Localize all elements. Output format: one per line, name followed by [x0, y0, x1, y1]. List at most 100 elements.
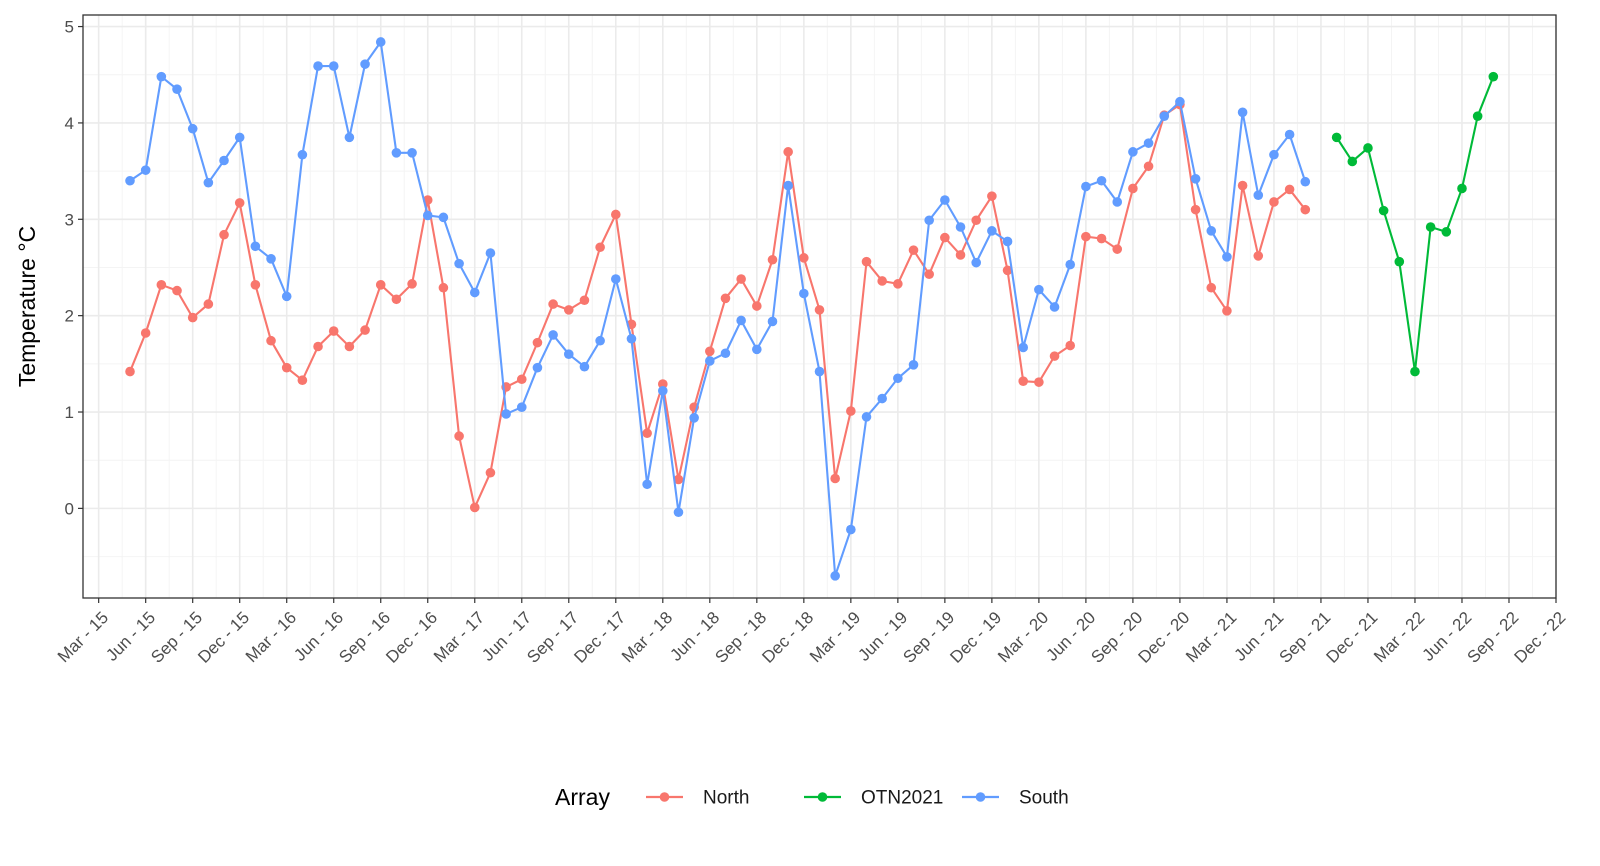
data-point	[783, 147, 793, 157]
series-line-north	[129, 103, 1307, 509]
data-point	[391, 148, 402, 158]
data-point	[877, 393, 887, 404]
series-line-south	[129, 40, 1307, 577]
data-point	[469, 287, 480, 298]
data-point	[987, 226, 997, 236]
data-point	[610, 274, 621, 284]
data-point	[955, 250, 966, 260]
data-point	[1253, 190, 1264, 200]
data-point	[548, 299, 558, 309]
data-point	[814, 366, 825, 377]
data-point	[1300, 176, 1311, 187]
data-point	[595, 335, 605, 346]
data-point	[1253, 251, 1264, 261]
series-layer	[125, 37, 1499, 581]
y-tick-label: 1	[65, 403, 74, 422]
data-point	[203, 299, 214, 309]
data-point	[1128, 147, 1138, 157]
y-tick-label: 4	[65, 114, 74, 133]
data-point	[1081, 181, 1091, 192]
data-point	[234, 198, 245, 208]
data-point	[266, 253, 276, 264]
y-tick-label: 3	[65, 210, 74, 229]
data-point	[1112, 244, 1123, 254]
data-point	[438, 282, 449, 293]
data-point	[1284, 184, 1295, 195]
data-point	[1112, 197, 1123, 207]
data-point	[344, 132, 355, 143]
data-point	[266, 335, 276, 346]
data-point	[563, 349, 574, 360]
legend: Array North OTN2021 South	[555, 784, 1069, 810]
data-point	[250, 280, 261, 290]
data-point	[940, 195, 950, 205]
data-point	[861, 412, 872, 422]
data-point	[548, 330, 558, 340]
data-point	[454, 431, 464, 441]
data-point	[563, 305, 574, 315]
data-point	[783, 180, 793, 191]
y-axis-title: Temperature °C	[14, 226, 40, 387]
data-point	[1363, 143, 1373, 153]
data-point	[407, 279, 417, 289]
data-point	[1018, 342, 1029, 353]
data-point	[407, 148, 417, 158]
data-point	[1457, 183, 1467, 194]
data-point	[1347, 156, 1358, 167]
data-point	[485, 248, 496, 258]
data-point	[705, 356, 715, 366]
data-point	[1081, 231, 1091, 242]
y-tick-label: 2	[65, 307, 74, 326]
series-otn2021	[1331, 71, 1499, 377]
data-point	[391, 294, 402, 305]
data-point	[1065, 259, 1076, 270]
data-point	[234, 132, 245, 143]
data-point	[579, 361, 590, 372]
data-point	[297, 375, 308, 386]
data-point	[658, 386, 668, 396]
data-point	[814, 305, 825, 315]
data-point	[1002, 265, 1013, 276]
data-point	[1096, 233, 1107, 244]
data-point	[767, 254, 778, 265]
data-point	[877, 276, 887, 286]
y-tick-label: 0	[65, 499, 74, 518]
data-point	[125, 175, 135, 186]
data-point	[1472, 111, 1483, 121]
data-point	[516, 402, 527, 413]
series-south	[125, 37, 1311, 581]
data-point	[736, 274, 746, 284]
legend-key-point	[975, 792, 986, 802]
data-point	[1159, 111, 1170, 121]
data-point	[187, 123, 198, 134]
data-point	[752, 344, 762, 355]
data-point	[281, 362, 292, 373]
data-point	[908, 245, 919, 255]
data-point	[1222, 306, 1232, 316]
data-point	[1378, 205, 1389, 216]
data-point	[846, 406, 856, 416]
data-point	[893, 279, 903, 289]
data-point	[1049, 351, 1060, 361]
data-point	[830, 571, 840, 581]
data-point	[1331, 132, 1342, 143]
minor-gridlines	[83, 15, 1556, 598]
data-point	[924, 215, 934, 226]
data-point	[658, 379, 668, 389]
data-point	[1206, 226, 1217, 236]
panel-border	[82, 14, 1557, 599]
y-axis: 0 1 2 3 4 5	[65, 18, 83, 518]
data-point	[595, 242, 605, 253]
data-point	[799, 288, 809, 299]
data-point	[438, 212, 449, 223]
data-point	[172, 285, 182, 296]
data-point	[642, 428, 652, 439]
data-point	[1488, 71, 1499, 82]
legend-item-south: South	[962, 788, 1069, 809]
data-point	[1002, 236, 1013, 247]
data-point	[140, 328, 151, 338]
data-point	[971, 257, 981, 268]
data-point	[1128, 183, 1138, 194]
